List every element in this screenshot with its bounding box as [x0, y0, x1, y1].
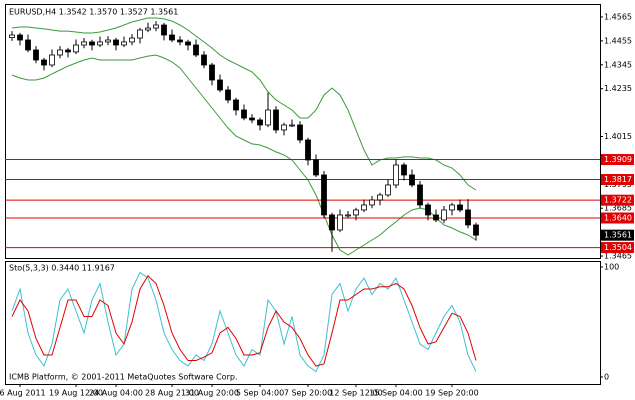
candle-body — [289, 124, 295, 127]
candle-body — [473, 224, 479, 236]
level-price-box — [601, 174, 634, 186]
y-tick-label: 1.4565 — [604, 12, 632, 21]
candle-body — [177, 39, 183, 43]
y-tick-label: 1.4235 — [604, 84, 632, 93]
y-tick-label: 1.3465 — [604, 252, 632, 261]
candle-body — [449, 204, 455, 211]
level-price-box — [601, 154, 634, 166]
candle-body — [153, 24, 159, 29]
candle-body — [465, 209, 471, 226]
candle-body — [377, 194, 383, 201]
y-tick-label: 1.4015 — [604, 132, 632, 141]
x-tick-label: 28 Aug 21:00 — [145, 389, 199, 398]
candle-body — [225, 89, 231, 101]
candle-body — [89, 41, 95, 46]
level-price-label: 1.3640 — [604, 214, 632, 223]
x-tick-label: 31 Aug 20:00 — [185, 389, 239, 398]
candle-body — [81, 41, 87, 46]
y-tick-label: 100 — [604, 262, 619, 271]
candle-body — [145, 27, 151, 31]
level-price-box — [601, 242, 634, 254]
candle-body — [425, 204, 431, 216]
level-price-label: 1.3722 — [604, 196, 632, 205]
stochastic-line — [11, 275, 477, 367]
level-price-label: 1.3909 — [604, 155, 632, 164]
candle-body — [33, 49, 39, 61]
candle-body — [57, 49, 63, 56]
price-panel-frame — [5, 4, 601, 259]
candle-body — [17, 34, 23, 41]
candle-body — [113, 39, 119, 46]
chart-title: EURUSD,H4 1.3542 1.3570 1.3527 1.3561 — [9, 8, 178, 17]
candle-body — [49, 54, 55, 66]
y-tick-label: 0 — [604, 372, 609, 381]
x-tick-label: 24 Aug 04:00 — [89, 389, 143, 398]
candle-body — [417, 184, 423, 206]
candle-body — [345, 214, 351, 217]
candle-body — [361, 204, 367, 211]
candle-body — [401, 164, 407, 176]
candle-body — [233, 99, 239, 111]
x-tick-label: 19 Aug 12:00 — [49, 389, 103, 398]
candle-body — [385, 184, 391, 196]
candle-body — [329, 214, 335, 231]
candle-body — [353, 209, 359, 216]
candle-body — [73, 44, 79, 53]
indicator-title: Sto(5,3,3) 0.3440 11.9167 — [9, 264, 115, 273]
x-tick-label: 5 Sep 04:00 — [236, 389, 284, 398]
candle-body — [433, 214, 439, 221]
x-tick-label: 15 Sep 04:00 — [369, 389, 422, 398]
bollinger-band — [11, 54, 477, 256]
x-tick-label: 12 Sep 12:00 — [329, 389, 382, 398]
candle-body — [121, 41, 127, 46]
level-price-box — [601, 194, 634, 206]
y-tick-label: 1.4345 — [604, 60, 632, 69]
candle-body — [241, 109, 247, 119]
candle-body — [305, 139, 311, 161]
candle-body — [393, 164, 399, 186]
candle-body — [25, 39, 31, 51]
candle-body — [313, 159, 319, 176]
candle-body — [9, 34, 15, 39]
candle-body — [321, 174, 327, 216]
x-tick-label: 16 Aug 2011 — [0, 389, 46, 398]
candle-body — [337, 214, 343, 231]
candle-body — [281, 124, 287, 131]
candle-body — [169, 34, 175, 41]
candle-body — [97, 41, 103, 46]
level-price-box — [601, 212, 634, 224]
candle-body — [129, 37, 135, 43]
candle-body — [457, 204, 463, 211]
candle-body — [257, 119, 263, 126]
x-tick-label: 19 Sep 20:00 — [425, 389, 478, 398]
level-price-label: 1.3504 — [604, 243, 632, 252]
candle-body — [441, 209, 447, 221]
bollinger-band — [11, 17, 477, 191]
candle-body — [217, 79, 223, 91]
current-price-box — [601, 229, 634, 241]
candle-body — [369, 199, 375, 206]
copyright: ICMB Platform, © 2001-2011 MetaQuotes So… — [9, 373, 238, 382]
candle-body — [161, 24, 167, 36]
level-price-label: 1.3817 — [604, 175, 632, 184]
candle-body — [193, 44, 199, 56]
candle-body — [209, 64, 215, 81]
candle-body — [65, 49, 71, 53]
candle-body — [185, 41, 191, 46]
candle-body — [41, 59, 47, 66]
candle-body — [297, 124, 303, 141]
candle-body — [105, 39, 111, 43]
candle-body — [265, 109, 271, 126]
y-tick-label: 1.3685 — [604, 204, 632, 213]
candle-body — [201, 54, 207, 66]
candle-body — [137, 29, 143, 39]
current-price-label: 1.3561 — [604, 231, 632, 240]
x-tick-label: 7 Sep 20:00 — [284, 389, 332, 398]
candle-body — [273, 109, 279, 131]
candle-body — [409, 174, 415, 186]
indicator-panel-frame — [5, 261, 601, 385]
y-tick-label: 1.4455 — [604, 36, 632, 45]
candle-body — [249, 117, 255, 121]
